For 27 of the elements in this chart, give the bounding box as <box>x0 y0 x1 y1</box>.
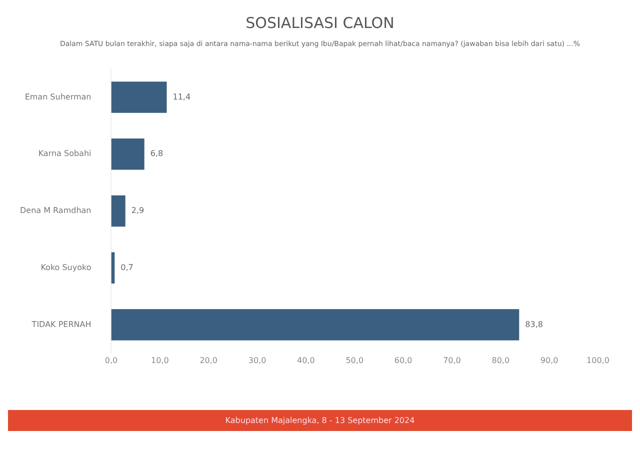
x-tick-label: 90,0 <box>540 356 558 366</box>
bar <box>111 82 167 113</box>
x-tick-label: 20,0 <box>200 356 218 366</box>
x-tick-label: 50,0 <box>346 356 364 366</box>
data-label: 2,9 <box>131 206 144 216</box>
y-tick-label: Koko Suyoko <box>40 262 92 272</box>
data-label: 83,8 <box>525 320 543 329</box>
y-tick-label: Eman Suherman <box>24 92 92 102</box>
x-tick-label: 0,0 <box>104 356 118 366</box>
chart-title: SOSIALISASI CALON <box>244 14 396 32</box>
x-tick-label: 30,0 <box>248 356 266 366</box>
bar <box>111 309 520 340</box>
x-tick-label: 80,0 <box>492 356 510 366</box>
y-tick-label: TIDAK PERNAH <box>30 320 92 329</box>
x-tick-label: 40,0 <box>297 356 315 366</box>
y-tick-label: Dena M Ramdhan <box>20 206 92 216</box>
bar <box>111 138 144 170</box>
x-tick-label: 60,0 <box>394 356 412 366</box>
x-tick-label: 70,0 <box>443 356 461 366</box>
x-tick-label: 10,0 <box>151 356 169 366</box>
bar <box>111 195 126 227</box>
text: Kabupaten Majalengka, 8 - 13 September 2024 <box>8 410 632 431</box>
x-tick-label: 100,0 <box>586 356 610 366</box>
data-label: 6,8 <box>150 149 164 158</box>
data-label: 0,7 <box>120 262 134 272</box>
data-label: 11,4 <box>172 92 191 102</box>
y-tick-label: Karna Sobahi <box>38 149 92 158</box>
